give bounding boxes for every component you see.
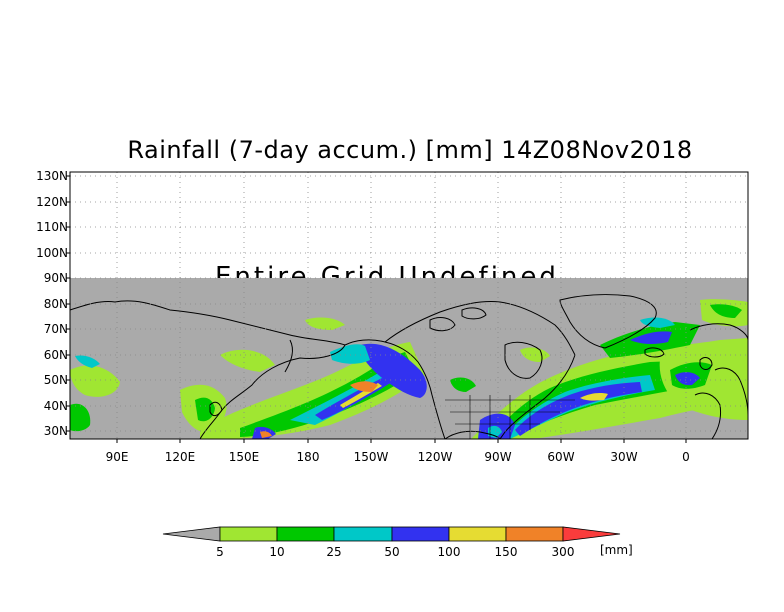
lat-label-90n: 90N bbox=[43, 271, 68, 285]
colorbar-label-50: 50 bbox=[384, 545, 400, 559]
lat-label-40n: 40N bbox=[43, 399, 68, 413]
lon-label-120e: 120E bbox=[164, 450, 196, 464]
lon-label-180: 180 bbox=[296, 450, 320, 464]
colorbar-unit: [mm] bbox=[600, 543, 633, 557]
colorbar-box-5 bbox=[219, 526, 278, 542]
undefined-grid-notice: Entire Grid Undefined bbox=[215, 262, 559, 278]
colorbar-label-5: 5 bbox=[216, 545, 224, 559]
lat-label-80n: 80N bbox=[43, 297, 68, 311]
colorbar-label-150: 150 bbox=[494, 545, 518, 559]
lon-label-150e: 150E bbox=[228, 450, 260, 464]
colorbar-box-50 bbox=[391, 526, 450, 542]
lat-label-70n: 70N bbox=[43, 322, 68, 336]
state-boundaries bbox=[445, 395, 575, 439]
rain-band-pacific-core bbox=[240, 352, 415, 437]
lat-label-60n: 60N bbox=[43, 348, 68, 362]
lon-label-90e: 90E bbox=[105, 450, 129, 464]
colorbar-low-triangle bbox=[162, 526, 221, 542]
lat-label-30n: 30N bbox=[43, 424, 68, 438]
colorbar bbox=[162, 526, 621, 542]
lon-label-120w: 120W bbox=[417, 450, 453, 464]
colorbar-box-150 bbox=[505, 526, 564, 542]
colorbar-box-100 bbox=[448, 526, 507, 542]
rain-nw-america-outer bbox=[330, 344, 370, 364]
rain-nw-america bbox=[359, 343, 427, 398]
lat-label-100n: 100N bbox=[36, 246, 68, 260]
map-frame bbox=[69, 171, 749, 440]
coastlines bbox=[70, 294, 748, 439]
lat-label-110n: 110N bbox=[36, 220, 68, 234]
colorbar-label-300: 300 bbox=[551, 545, 575, 559]
lat-label-120n: 120N bbox=[36, 195, 68, 209]
lat-label-130n: 130N bbox=[36, 169, 68, 183]
lat-label-50n: 50N bbox=[43, 373, 68, 387]
lon-label-90w: 90W bbox=[484, 450, 512, 464]
colorbar-box-10 bbox=[276, 526, 335, 542]
colorbar-high-triangle bbox=[562, 526, 621, 542]
rain-atlantic-heavy bbox=[515, 382, 642, 436]
rain-band-pacific bbox=[200, 342, 425, 439]
axis-ticks bbox=[66, 175, 687, 443]
colorbar-label-25: 25 bbox=[326, 545, 342, 559]
lon-label-60w: 60W bbox=[547, 450, 575, 464]
lon-label-0: 0 bbox=[682, 450, 690, 464]
lon-label-30w: 30W bbox=[610, 450, 638, 464]
rainfall-field bbox=[70, 299, 748, 439]
colorbar-label-100: 100 bbox=[437, 545, 461, 559]
graticule bbox=[70, 172, 748, 439]
lon-label-150w: 150W bbox=[353, 450, 389, 464]
colorbar-box-25 bbox=[333, 526, 393, 542]
colorbar-label-10: 10 bbox=[269, 545, 285, 559]
map-title: Rainfall (7-day accum.) [mm] 14Z08Nov201… bbox=[127, 136, 693, 164]
